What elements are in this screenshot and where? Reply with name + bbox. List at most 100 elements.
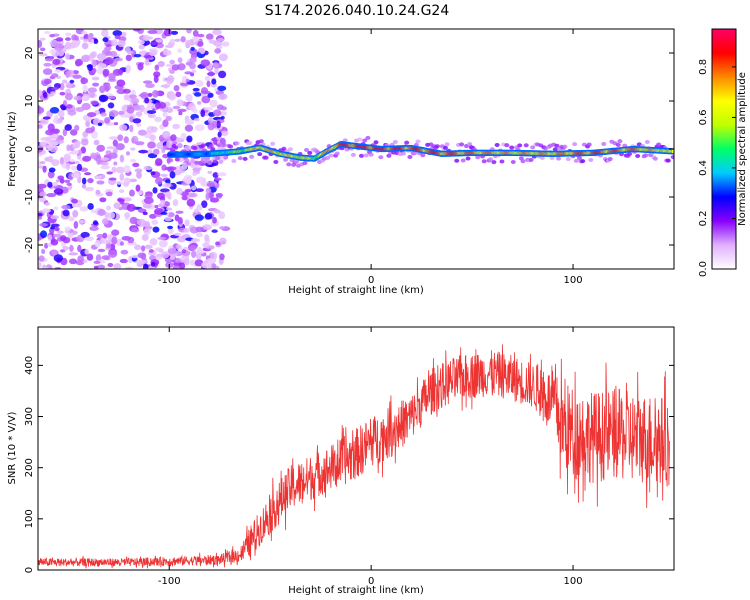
noise-blob <box>176 235 187 243</box>
x-tick-label: -100 <box>158 576 181 587</box>
noise-blob <box>219 237 227 245</box>
noise-blob <box>165 207 173 211</box>
ridge-halo <box>197 160 203 165</box>
noise-blob <box>206 80 211 88</box>
noise-blob <box>207 92 214 98</box>
noise-blob <box>79 206 89 212</box>
noise-blob <box>162 49 172 56</box>
noise-blob <box>65 32 72 37</box>
colorbar-gradient <box>712 29 736 269</box>
noise-blob <box>170 30 179 35</box>
noise-blob <box>130 97 140 104</box>
noise-blob <box>147 92 153 97</box>
ridge-halo <box>373 140 379 145</box>
noise-blob <box>120 114 130 118</box>
noise-blob <box>184 219 190 227</box>
noise-blob <box>219 53 228 62</box>
noise-blob <box>114 57 123 62</box>
x-tick-label: -100 <box>158 275 181 286</box>
noise-blob <box>52 58 61 65</box>
noise-blob <box>123 94 129 101</box>
noise-blob <box>152 89 159 98</box>
noise-blob <box>38 261 42 269</box>
ridge-halo <box>670 155 674 160</box>
noise-blob <box>59 104 66 109</box>
noise-blob <box>193 117 200 122</box>
noise-blob <box>108 177 117 181</box>
noise-blob <box>157 236 167 241</box>
snr-x-axis-label: Height of straight line (km) <box>288 585 424 596</box>
noise-blob <box>158 101 167 109</box>
colorbar-label: Normalized spectral amplitude <box>737 72 748 226</box>
noise-blob <box>99 237 108 245</box>
ridge-halo <box>304 147 310 152</box>
noise-blob <box>176 137 182 143</box>
noise-blob <box>181 249 187 254</box>
ridge-halo <box>273 159 279 164</box>
noise-blob <box>169 59 175 65</box>
noise-blob <box>71 198 78 204</box>
noise-blob <box>166 140 173 149</box>
spectrogram-y-axis-label: Frequency (Hz) <box>7 111 18 187</box>
spectrogram-y-axis: -20 -10 0 10 20 <box>24 47 674 253</box>
ridge-halo <box>286 162 292 167</box>
noise-blob <box>188 102 196 111</box>
noise-blob <box>119 173 125 182</box>
ridge-halo <box>415 139 421 144</box>
noise-blob <box>113 122 119 126</box>
ridge-halo <box>635 154 641 159</box>
noise-blob <box>123 197 132 202</box>
noise-blob <box>211 229 218 233</box>
ridge-halo <box>615 142 621 147</box>
noise-blob <box>72 144 81 149</box>
noise-blob <box>91 59 97 68</box>
snr-series-line <box>38 344 670 569</box>
noise-blob <box>168 92 176 101</box>
noise-blob <box>211 263 217 269</box>
noise-blob <box>214 67 219 75</box>
noise-blob <box>129 94 137 99</box>
ridge-halo <box>392 139 398 144</box>
noise-blob <box>96 157 102 165</box>
noise-blob <box>164 216 173 222</box>
noise-blob <box>149 49 157 57</box>
noise-blob <box>202 224 213 231</box>
noise-blob <box>146 110 157 114</box>
ridge-halo <box>247 141 253 146</box>
y-tick-label: 0 <box>24 146 35 152</box>
noise-blob <box>142 211 148 216</box>
snr-frame <box>37 326 675 571</box>
noise-blob <box>211 78 217 85</box>
noise-blob <box>159 188 170 193</box>
snr-y-axis-label: SNR (10 * V/V) <box>7 411 18 484</box>
noise-blob <box>204 234 210 242</box>
noise-blob <box>218 211 226 220</box>
colorbar-tick-label: 0.2 <box>698 211 709 227</box>
y-tick-label: 100 <box>24 509 35 528</box>
noise-blob <box>152 187 158 194</box>
noise-blob <box>147 29 158 34</box>
noise-blob <box>52 181 59 187</box>
noise-blob <box>41 248 46 255</box>
noise-blob <box>191 69 197 74</box>
noise-blob <box>91 67 97 74</box>
noise-blob <box>120 249 129 255</box>
noise-blob <box>134 141 145 146</box>
noise-blob <box>215 241 221 246</box>
noise-blob <box>131 135 139 144</box>
noise-blob <box>57 230 64 234</box>
noise-blob <box>64 179 71 183</box>
noise-blob <box>213 159 218 163</box>
noise-blob <box>112 30 123 37</box>
ridge-halo <box>270 141 276 146</box>
noise-blob <box>155 256 163 260</box>
noise-blob <box>207 117 214 124</box>
noise-blob <box>105 56 114 65</box>
ridge-halo <box>368 152 374 157</box>
noise-blob <box>170 134 177 142</box>
noise-blob <box>213 209 221 214</box>
ridge-halo <box>523 143 529 148</box>
noise-blob <box>44 57 54 62</box>
noise-blob <box>141 245 146 252</box>
noise-blob <box>69 79 75 84</box>
